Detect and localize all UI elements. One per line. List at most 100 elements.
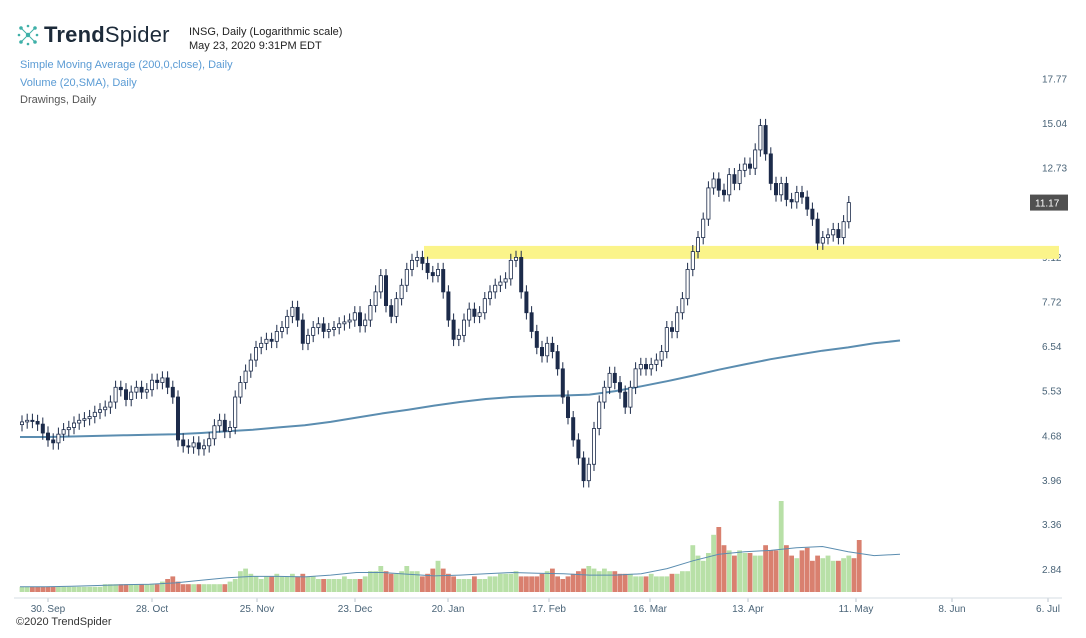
price-tick-label: 3.96 — [1042, 476, 1062, 487]
candle-up — [409, 259, 414, 270]
candle-up — [285, 315, 290, 329]
candle-up — [227, 427, 232, 432]
volume-bar — [269, 576, 274, 592]
copyright: ©2020 TrendSpider — [16, 616, 112, 628]
candle-down — [550, 342, 555, 352]
volume-bar — [373, 571, 378, 592]
volume-bar — [108, 584, 113, 592]
volume-bar — [238, 571, 243, 592]
volume-bar — [92, 586, 98, 592]
volume-bar — [581, 568, 586, 592]
candle-up — [264, 338, 269, 344]
candle-down — [175, 396, 180, 441]
candle-down — [46, 432, 51, 441]
volume-bar — [669, 573, 675, 592]
volume-bar — [222, 584, 228, 592]
legend-sma[interactable]: Simple Moving Average (200,0,close), Dai… — [20, 59, 233, 71]
volume-bar — [664, 576, 670, 592]
candle-up — [77, 419, 82, 424]
volume-bar — [274, 573, 280, 592]
volume-bar — [477, 579, 482, 592]
brand-logo: TrendSpider — [16, 22, 170, 48]
candle-up — [467, 308, 472, 321]
volume-bar — [794, 558, 800, 592]
volume-bar — [102, 584, 108, 592]
volume-bar — [768, 550, 774, 592]
candle-down — [472, 308, 477, 317]
volume-bar — [435, 560, 441, 592]
candle-up — [794, 192, 799, 203]
candle-down — [389, 305, 394, 317]
volume-bar — [180, 584, 186, 592]
volume-bar — [815, 555, 820, 592]
volume-bar — [659, 576, 664, 592]
candle-up — [586, 463, 591, 482]
candle-down — [784, 183, 789, 200]
candle-down — [295, 306, 300, 321]
volume-bar — [763, 545, 768, 592]
volume-bar — [482, 579, 488, 592]
candle-down — [321, 323, 326, 332]
volume-bar — [742, 553, 748, 592]
volume-bar — [139, 584, 144, 592]
candle-up — [675, 312, 680, 332]
candle-down — [40, 423, 45, 434]
volume-bar — [321, 579, 326, 592]
symbol-title: INSG, Daily (Logarithmic scale) — [189, 26, 343, 38]
volume-bar — [513, 571, 519, 592]
volume-bar — [243, 568, 248, 592]
candle-up — [779, 183, 784, 196]
volume-bar — [706, 553, 711, 592]
candle-up — [690, 251, 695, 270]
candle-down — [612, 372, 617, 383]
candle-up — [253, 347, 258, 361]
legend-volume[interactable]: Volume (20,SMA), Daily — [20, 76, 137, 89]
candle-down — [716, 178, 721, 191]
volume-bar — [820, 558, 826, 592]
volume-bar — [97, 586, 103, 592]
volume-bar — [82, 586, 87, 592]
candle-down — [529, 312, 534, 332]
candle-up — [404, 269, 409, 286]
volume-bar — [76, 586, 82, 592]
candle-up — [72, 422, 77, 428]
volume-bar — [227, 581, 233, 592]
volume-bar — [508, 573, 514, 592]
volume-bar — [726, 550, 732, 592]
volume-bar — [674, 573, 680, 592]
x-tick-label: 25. Nov — [240, 604, 274, 615]
candle-up — [290, 306, 295, 317]
candle-up — [243, 370, 248, 383]
candle-up — [342, 321, 347, 325]
volume-bar — [425, 573, 430, 592]
volume-bar — [394, 573, 399, 592]
candle-down — [51, 439, 56, 444]
candle-up — [435, 269, 440, 277]
candle-up — [592, 428, 597, 465]
volume-bar — [617, 573, 623, 592]
volume-bar — [331, 579, 337, 592]
volume-bar — [362, 576, 368, 592]
candle-down — [441, 269, 446, 293]
volume-bar — [35, 586, 40, 592]
candle-up — [841, 221, 846, 238]
volume-bar — [591, 568, 597, 592]
volume-bar — [825, 555, 831, 592]
candle-up — [134, 386, 139, 393]
candle-down — [644, 364, 649, 370]
volume-bar — [24, 586, 30, 592]
volume-bar — [700, 560, 706, 592]
candle-up — [456, 334, 461, 340]
volume-bar — [784, 545, 789, 592]
candle-down — [155, 379, 160, 383]
volume-bar — [118, 584, 124, 592]
volume-bar — [456, 579, 462, 592]
candle-up — [638, 364, 643, 370]
volume-bar — [342, 576, 347, 592]
volume-bar — [290, 573, 295, 592]
legend-drawings[interactable]: Drawings, Daily — [20, 94, 97, 106]
price-tick-label: 3.36 — [1042, 520, 1062, 531]
volume-bar — [71, 586, 77, 592]
volume-bar — [253, 576, 259, 592]
